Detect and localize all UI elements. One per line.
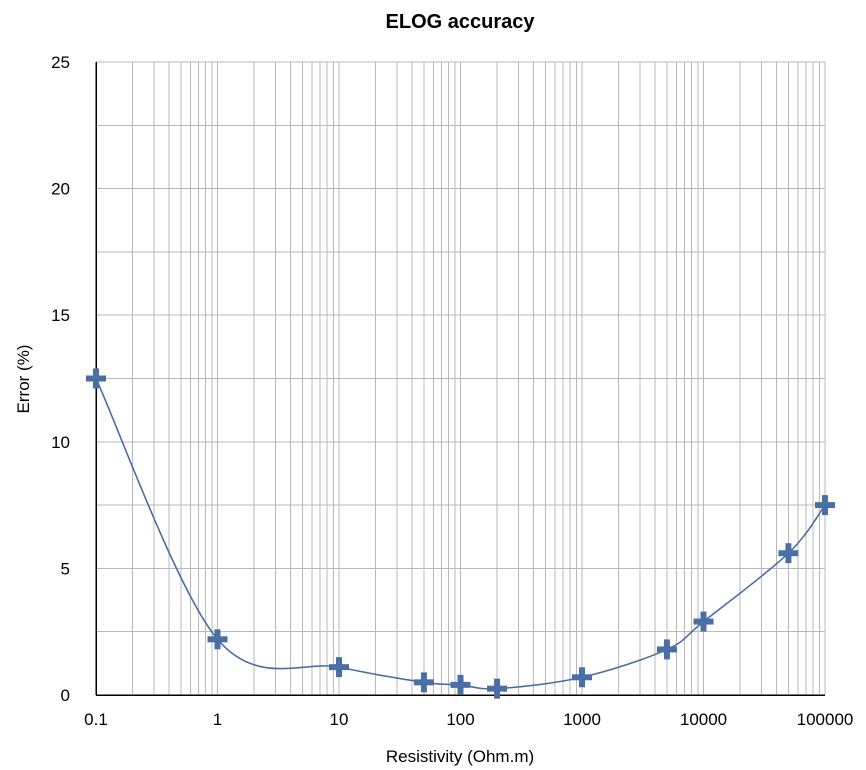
x-tick-labels: 0.1 1 10 100 1000 10000 100000 — [84, 710, 853, 729]
y-tick-label: 0 — [61, 686, 70, 705]
marker-bar-vertical — [785, 543, 792, 564]
major-gridlines — [95, 61, 826, 695]
x-tick-label: 100 — [446, 710, 474, 729]
y-tick-label: 20 — [51, 180, 70, 199]
marker-bar-vertical — [579, 667, 585, 688]
y-tick-label: 25 — [51, 53, 70, 72]
chart-title: ELOG accuracy — [386, 11, 536, 33]
x-tick-label: 1 — [213, 710, 222, 729]
data-point-marker — [778, 543, 799, 564]
marker-bar-vertical — [420, 672, 427, 693]
y-axis-label: Error (%) — [14, 345, 33, 414]
y-tick-label: 5 — [61, 559, 70, 578]
data-point-marker — [329, 657, 349, 678]
data-point-marker — [450, 674, 471, 695]
x-tick-label: 10 — [330, 710, 349, 729]
data-point-marker — [487, 678, 508, 699]
marker-bar-vertical — [494, 678, 501, 699]
data-point-marker — [413, 672, 434, 693]
marker-bar-vertical — [93, 368, 99, 389]
data-point-marker — [693, 611, 714, 632]
data-point-marker — [656, 639, 677, 660]
marker-bar-vertical — [822, 495, 828, 516]
data-point-marker — [86, 368, 106, 389]
data-point-marker — [572, 667, 592, 688]
marker-bar-vertical — [457, 674, 464, 695]
x-tick-label: 100000 — [797, 710, 854, 729]
marker-bar-vertical — [663, 639, 670, 660]
x-axis-label: Resistivity (Ohm.m) — [386, 747, 534, 766]
y-tick-label: 10 — [51, 433, 70, 452]
x-tick-label: 10000 — [680, 710, 727, 729]
x-tick-label: 0.1 — [84, 710, 108, 729]
y-tick-labels: 0 5 10 15 20 25 — [51, 53, 70, 705]
y-tick-label: 15 — [51, 306, 70, 325]
data-point-marker — [815, 495, 835, 516]
data-markers — [86, 368, 835, 699]
marker-bar-vertical — [336, 657, 342, 678]
marker-bar-vertical — [700, 611, 707, 632]
data-point-marker — [207, 629, 228, 650]
marker-bar-vertical — [214, 629, 221, 650]
x-tick-label: 1000 — [563, 710, 601, 729]
